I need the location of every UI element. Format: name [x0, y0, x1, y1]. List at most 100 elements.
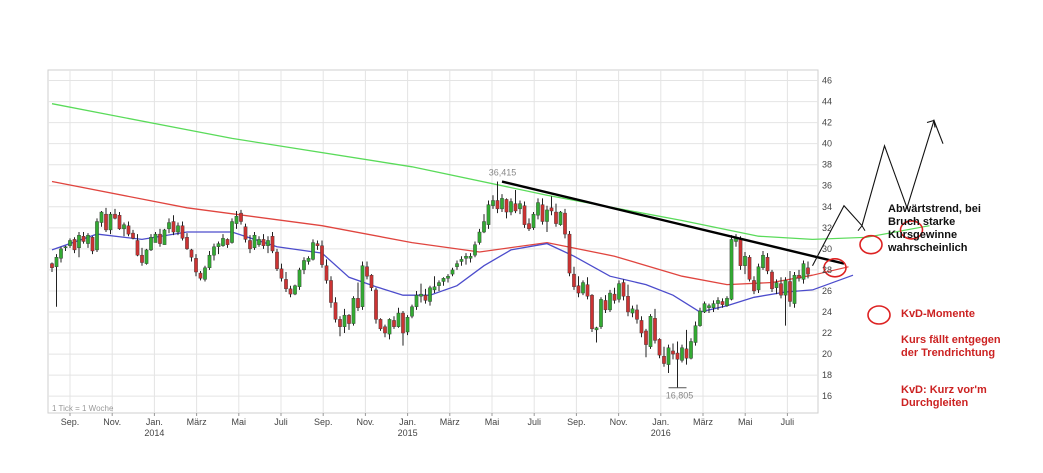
candle-body	[419, 293, 423, 297]
candle-body	[198, 272, 203, 279]
y-tick-label: 36	[822, 181, 832, 191]
kvd-description: Kurs fällt entgegen der Trendrichtung	[901, 334, 1001, 359]
low-label: 16,805	[666, 391, 694, 401]
candle-body	[414, 294, 419, 307]
candle-body	[788, 281, 792, 302]
candle-body	[59, 248, 63, 259]
candle-body	[675, 352, 680, 360]
candle-body	[387, 319, 392, 335]
highlight-circle	[859, 234, 883, 255]
candle-body	[801, 263, 806, 280]
candle-body	[626, 296, 630, 313]
candle-body	[518, 203, 522, 210]
candle-body	[50, 263, 54, 269]
candle-body	[653, 318, 657, 341]
candle-body	[230, 221, 234, 243]
candle-body	[126, 225, 131, 235]
x-tick-label: Jan.	[146, 417, 163, 427]
candle-body	[581, 282, 585, 294]
x-tick-label: Sep.	[314, 417, 333, 427]
candle-body	[95, 221, 99, 251]
candle-body	[666, 347, 671, 365]
x-tick-label: März	[440, 417, 460, 427]
candle-body	[594, 327, 599, 331]
candle-body	[266, 240, 270, 246]
candle-body	[752, 280, 756, 292]
candle-body	[153, 233, 158, 243]
candle-body	[104, 213, 108, 231]
red-extension	[812, 266, 849, 276]
candle-body	[765, 257, 770, 272]
candle-body	[716, 300, 720, 304]
tick-info-label: 1 Tick = 1 Woche	[52, 404, 114, 413]
x-tick-label: Mai	[485, 417, 500, 427]
candle-body	[432, 286, 437, 291]
candle-body	[257, 239, 261, 245]
candle-body	[68, 240, 72, 246]
candle-body	[297, 269, 302, 287]
candle-body	[185, 237, 189, 250]
candle-body	[77, 234, 81, 249]
candle-body	[635, 309, 639, 320]
x-tick-label: Juli	[781, 417, 795, 427]
candle-body	[491, 200, 495, 206]
candle-body	[464, 256, 468, 259]
x-year-label: 2015	[398, 428, 418, 438]
candle-body	[378, 319, 383, 330]
candle-body	[522, 205, 527, 225]
candle-body	[270, 236, 275, 252]
candle-body	[293, 285, 297, 295]
candle-body	[779, 283, 783, 296]
candle-body	[477, 231, 482, 243]
series-line	[51, 103, 813, 241]
candle-body	[333, 302, 338, 320]
candle-body	[549, 207, 554, 212]
candle-body	[351, 298, 356, 324]
candle-body	[234, 216, 239, 224]
candle-body	[531, 213, 536, 229]
x-tick-label: Nov.	[356, 417, 374, 427]
candle-body	[108, 213, 113, 231]
candle-body	[122, 224, 126, 230]
y-tick-label: 46	[822, 76, 832, 86]
candle-body	[252, 234, 257, 249]
candle-body	[176, 225, 180, 233]
y-tick-label: 34	[822, 202, 832, 212]
candle-body	[171, 221, 176, 233]
candle-body	[806, 267, 810, 275]
candle-body	[383, 326, 387, 334]
candle-body	[707, 305, 711, 308]
candle-body	[329, 280, 333, 303]
candle-body	[365, 266, 369, 277]
candle-body	[158, 233, 162, 244]
candle-body	[131, 232, 135, 239]
y-tick-label: 22	[822, 328, 832, 338]
candle-body	[279, 268, 284, 279]
overlays: 36,415 16,805	[489, 118, 944, 401]
kvd-legend-circle	[867, 305, 891, 325]
candle-body	[221, 238, 225, 246]
candle-body	[657, 339, 662, 356]
candle-body	[81, 236, 86, 242]
candle-body	[459, 259, 464, 262]
candle-body	[536, 202, 540, 216]
candle-body	[162, 229, 167, 245]
green-extension	[812, 225, 930, 240]
candle-body	[302, 260, 306, 271]
highlight-circle	[823, 258, 847, 278]
candle-body	[243, 226, 248, 240]
candle-body	[311, 242, 315, 260]
candle-body	[396, 312, 401, 327]
axes: 16 18 20 22 24 26 28 30 32 34 36 38 40 42 44 46 Sep. Nov.…	[61, 76, 832, 438]
blue-extension	[812, 274, 854, 291]
y-tick-label: 20	[822, 349, 832, 359]
candle-body	[347, 314, 351, 324]
candle-body	[711, 303, 716, 308]
candle-body	[698, 310, 702, 326]
candle-body	[648, 316, 653, 347]
candle-body	[342, 314, 347, 327]
candle-body	[360, 265, 365, 307]
candle-body	[338, 319, 342, 327]
